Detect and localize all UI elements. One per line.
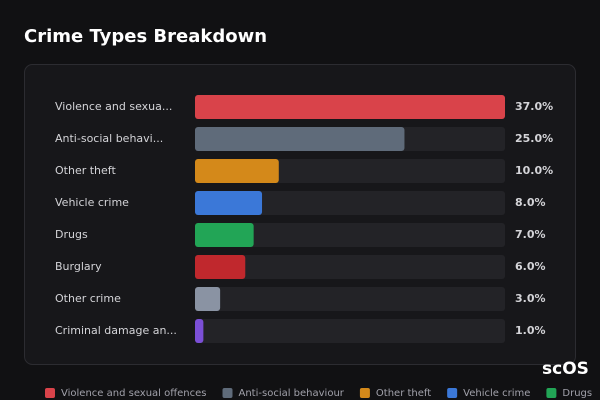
category-label: Other crime	[55, 292, 121, 305]
bar	[195, 255, 246, 279]
legend-swatch	[45, 388, 55, 398]
category-label: Drugs	[55, 228, 88, 241]
legend-label: Anti-social behaviour	[239, 388, 345, 399]
legend-swatch	[546, 388, 557, 398]
bar-track	[195, 287, 505, 311]
value-label: 25.0%	[515, 132, 553, 145]
bar-track	[195, 191, 505, 215]
chart-title: Crime Types Breakdown	[24, 26, 267, 47]
bar	[195, 223, 254, 247]
category-label: Anti-social behavi...	[55, 132, 163, 145]
value-label: 10.0%	[515, 164, 553, 177]
value-label: 3.0%	[515, 292, 546, 305]
value-label: 37.0%	[515, 100, 553, 113]
bar	[195, 287, 221, 311]
legend-label: Violence and sexual offences	[61, 388, 207, 399]
value-label: 1.0%	[515, 324, 546, 337]
bar	[195, 127, 405, 151]
category-label: Burglary	[55, 260, 102, 273]
value-label: 7.0%	[515, 228, 546, 241]
category-label: Violence and sexua...	[55, 100, 172, 113]
category-label: Vehicle crime	[55, 196, 129, 209]
bar	[195, 95, 505, 119]
bar-track	[195, 255, 505, 279]
bar	[195, 159, 279, 183]
value-label: 8.0%	[515, 196, 546, 209]
legend-label: Other theft	[376, 388, 431, 399]
legend-label: Drugs	[562, 388, 592, 399]
bar-track	[195, 223, 505, 247]
category-label: Criminal damage an...	[55, 324, 177, 337]
bar	[195, 319, 204, 343]
watermark: scOS	[542, 359, 589, 379]
value-label: 6.0%	[515, 260, 546, 273]
legend-label: Vehicle crime	[463, 388, 530, 399]
bar	[195, 191, 263, 215]
legend-swatch	[447, 388, 458, 398]
legend-swatch	[222, 388, 233, 398]
category-label: Other theft	[55, 164, 116, 177]
legend-swatch	[359, 388, 370, 398]
bar-track	[195, 319, 505, 343]
